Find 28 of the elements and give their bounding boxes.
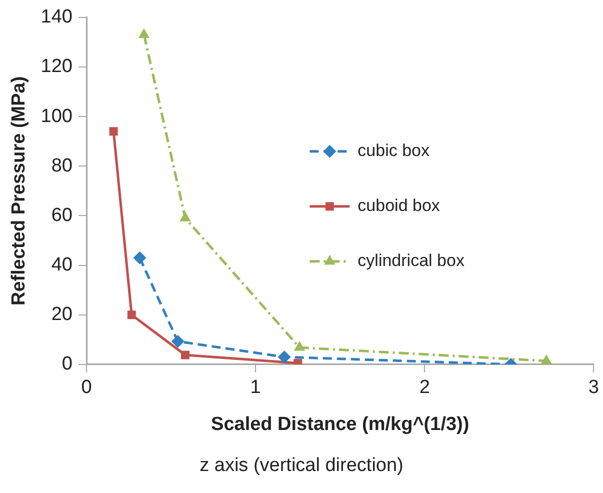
legend-label: cuboid box <box>358 196 440 216</box>
point <box>133 251 146 264</box>
point <box>171 334 184 348</box>
y-tick-label: 100 <box>40 106 72 127</box>
y-tick-label: 0 <box>62 354 72 375</box>
y-tick-label: 80 <box>51 155 72 176</box>
text: z axis (vertical direction) <box>198 455 404 477</box>
x-tick-label: 1 <box>250 377 261 398</box>
point <box>278 350 291 364</box>
x-axis-title: Scaled Distance (m/kg^(1/3)) <box>211 414 470 435</box>
y-tick-label: 120 <box>40 56 72 78</box>
y-tick-label: 40 <box>51 254 72 276</box>
y-tick-label: 140 <box>40 6 72 28</box>
point <box>180 212 191 222</box>
point <box>540 354 552 364</box>
x-tick-label: 0 <box>81 377 92 398</box>
point <box>127 310 136 320</box>
y-tick-label: 60 <box>51 204 72 226</box>
point <box>180 350 190 360</box>
point <box>138 28 150 38</box>
legend-label: cubic box <box>358 141 430 160</box>
legend-label: cylindrical box <box>358 251 465 270</box>
point <box>109 127 118 136</box>
y-tick-label: 20 <box>51 304 72 326</box>
x-tick-label: 3 <box>588 377 600 398</box>
point <box>294 341 306 351</box>
x-tick-label: 2 <box>419 377 430 398</box>
y-axis-title: Reflected Pressure (MPa) <box>8 76 30 306</box>
